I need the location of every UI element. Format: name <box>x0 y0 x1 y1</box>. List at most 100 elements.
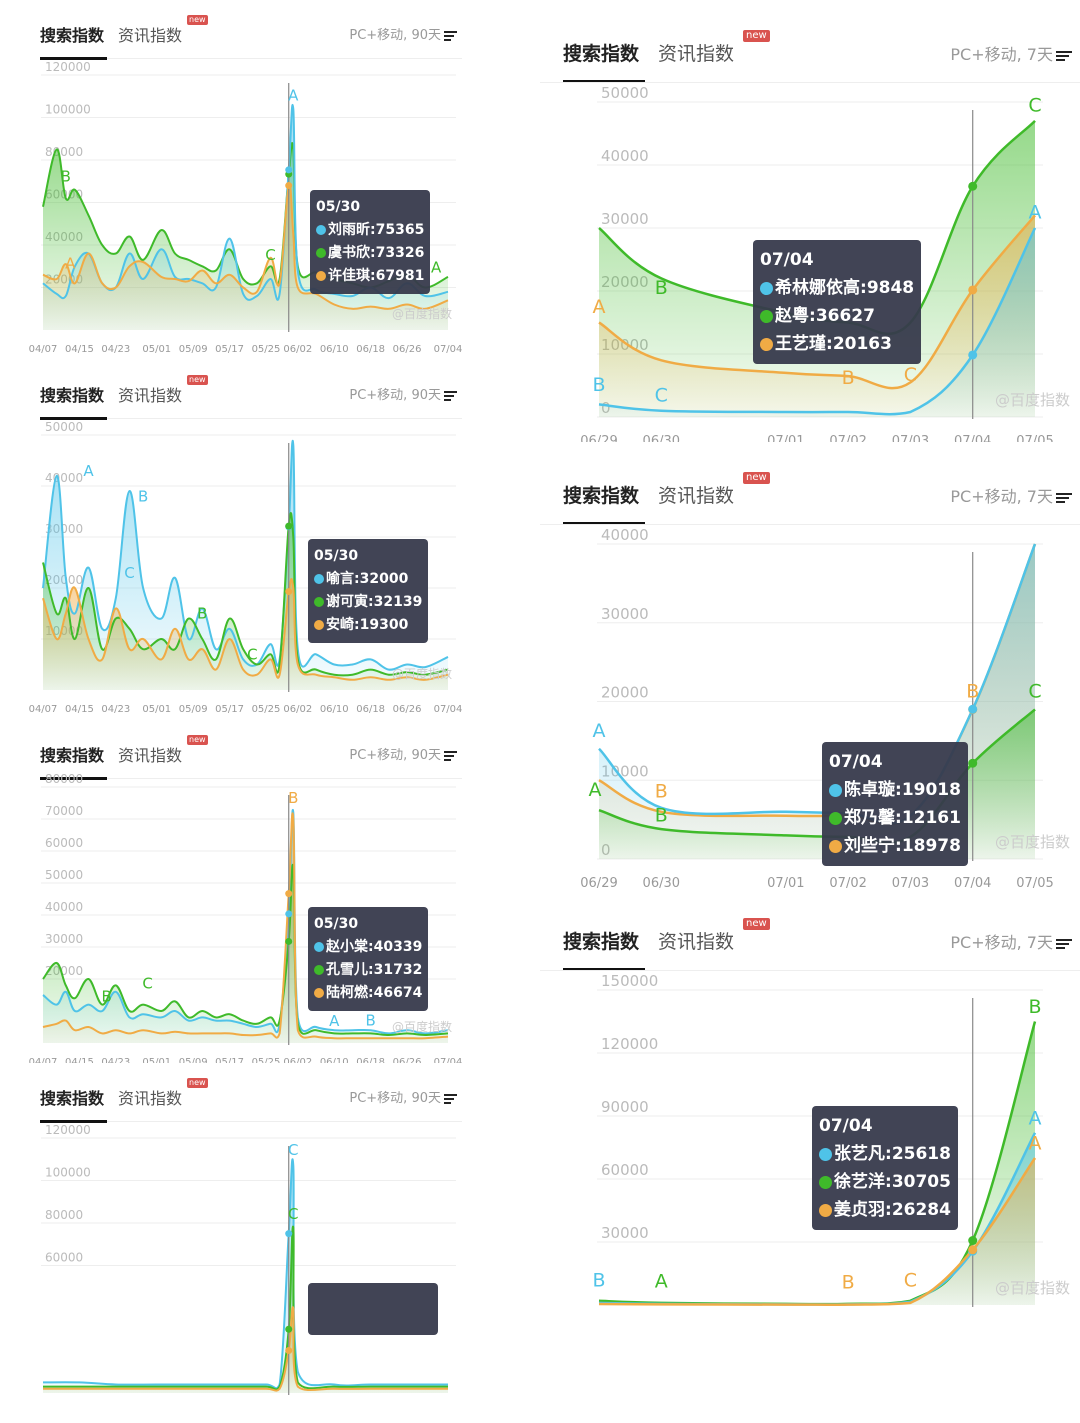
tab-search-index[interactable]: 搜索指数 <box>40 1089 105 1108</box>
filter-dropdown[interactable]: PC+移动, 7天 <box>950 483 1072 507</box>
tab-news-index[interactable]: 资讯指数 <box>118 746 183 765</box>
active-tab-underline <box>40 57 107 60</box>
event-marker[interactable]: A <box>593 720 606 742</box>
event-marker[interactable]: A <box>1029 202 1042 224</box>
filter-dropdown[interactable]: PC+移动, 7天 <box>950 41 1072 65</box>
event-marker[interactable]: B <box>288 789 298 807</box>
series-value: 30705 <box>891 1172 951 1192</box>
tab-search-index[interactable]: 搜索指数 <box>563 43 640 65</box>
tooltip-row: 孔雪儿:31732 <box>314 959 422 982</box>
filter-dropdown[interactable]: PC+移动, 90天 <box>349 1087 457 1106</box>
legend-dot <box>829 839 842 853</box>
event-marker[interactable]: C <box>904 1270 917 1292</box>
event-marker[interactable]: B <box>197 605 207 623</box>
series-area <box>43 864 448 1043</box>
menu-icon[interactable] <box>1056 937 1072 951</box>
filter-dropdown[interactable]: PC+移动, 90天 <box>349 744 457 763</box>
menu-icon[interactable] <box>444 29 457 43</box>
event-marker[interactable]: B <box>842 367 855 389</box>
event-marker[interactable]: B <box>102 987 112 1005</box>
y-tick-label: 50000 <box>45 420 83 434</box>
x-tick-label: 04/07 <box>29 344 58 355</box>
event-marker[interactable]: B <box>61 168 71 186</box>
event-marker[interactable]: C <box>904 364 917 386</box>
x-tick-label: 05/17 <box>215 704 244 715</box>
data-tooltip <box>308 1283 438 1335</box>
separator: : <box>368 939 374 955</box>
event-marker[interactable]: A <box>1029 1107 1042 1129</box>
x-tick-label: 06/18 <box>356 344 385 355</box>
tab-news-index[interactable]: 资讯指数 <box>118 1089 183 1108</box>
event-marker[interactable]: B <box>655 781 668 803</box>
event-marker[interactable]: C <box>265 246 275 264</box>
tab-news-index[interactable]: 资讯指数 <box>658 43 735 65</box>
hover-point <box>285 910 293 918</box>
event-marker[interactable]: B <box>966 681 979 703</box>
legend-dot <box>829 811 842 825</box>
event-marker[interactable]: A <box>329 1012 340 1030</box>
tab-news-index[interactable]: 资讯指数 <box>118 26 183 45</box>
event-marker[interactable]: B <box>1028 996 1041 1018</box>
tab-news-index[interactable]: 资讯指数 <box>658 485 735 507</box>
y-tick-label: 80000 <box>45 145 83 159</box>
series-value: 12161 <box>901 808 961 828</box>
tab-news-index[interactable]: 资讯指数 <box>658 931 735 953</box>
event-marker[interactable]: A <box>83 462 94 480</box>
event-marker[interactable]: C <box>247 645 257 663</box>
x-tick-label: 05/17 <box>215 344 244 355</box>
event-marker[interactable]: A <box>65 255 76 273</box>
menu-icon[interactable] <box>1056 49 1072 63</box>
tooltip-row: 郑乃馨:12161 <box>829 804 961 832</box>
event-marker[interactable]: A <box>288 87 299 105</box>
filter-dropdown[interactable]: PC+移动, 90天 <box>349 384 457 403</box>
x-tick-label: 04/07 <box>29 704 58 715</box>
event-marker[interactable]: C <box>142 975 152 993</box>
event-marker[interactable]: B <box>842 1272 855 1294</box>
event-marker[interactable]: C <box>288 1141 298 1159</box>
menu-icon[interactable] <box>444 389 457 403</box>
event-marker[interactable]: A <box>589 779 602 801</box>
event-marker[interactable]: C <box>288 1205 298 1223</box>
event-marker[interactable]: C <box>124 564 134 582</box>
event-marker[interactable]: B <box>365 1011 375 1029</box>
new-badge: new <box>187 1078 208 1088</box>
event-marker[interactable]: A <box>1029 1133 1042 1155</box>
event-marker[interactable]: C <box>1028 94 1041 116</box>
event-marker[interactable]: C <box>655 384 668 406</box>
hover-point <box>285 890 293 898</box>
new-badge: new <box>187 735 208 745</box>
tab-search-index[interactable]: 搜索指数 <box>40 26 105 45</box>
event-marker[interactable]: B <box>592 374 605 396</box>
event-marker[interactable]: B <box>592 1269 605 1291</box>
event-marker[interactable]: C <box>1028 681 1041 703</box>
series-name: 陆柯燃 <box>326 985 368 1001</box>
series-line <box>42 812 449 1040</box>
event-marker[interactable]: A <box>655 1271 668 1293</box>
filter-dropdown[interactable]: PC+移动, 90天 <box>349 24 457 43</box>
legend-dot <box>819 1175 832 1189</box>
tab-search-index[interactable]: 搜索指数 <box>40 746 105 765</box>
data-tooltip: 07/04 张艺凡:25618 徐艺洋:30705 姜贞羽:26284 <box>812 1106 958 1230</box>
event-marker[interactable]: B <box>138 487 148 505</box>
tab-search-index[interactable]: 搜索指数 <box>40 386 105 405</box>
menu-icon[interactable] <box>1056 491 1072 505</box>
menu-icon[interactable] <box>444 749 457 763</box>
separator: : <box>895 780 902 800</box>
watermark: @百度指数 <box>392 666 452 681</box>
series-area <box>43 440 448 690</box>
series-area <box>599 228 1035 417</box>
filter-label: PC+移动, 90天 <box>349 1091 441 1106</box>
tab-search-index[interactable]: 搜索指数 <box>563 931 640 953</box>
event-marker[interactable]: A <box>593 296 606 318</box>
event-marker[interactable]: A <box>431 259 442 277</box>
y-tick-label: 100000 <box>45 103 91 117</box>
x-tick-label: 07/05 <box>1016 876 1053 888</box>
event-marker[interactable]: B <box>655 277 668 299</box>
tab-search-index[interactable]: 搜索指数 <box>563 485 640 507</box>
event-marker[interactable]: B <box>655 804 668 826</box>
filter-dropdown[interactable]: PC+移动, 7天 <box>950 929 1072 953</box>
tooltip-row: 赵粤:36627 <box>760 302 914 330</box>
series-value: 20163 <box>832 334 892 354</box>
menu-icon[interactable] <box>444 1092 457 1106</box>
tab-news-index[interactable]: 资讯指数 <box>118 386 183 405</box>
